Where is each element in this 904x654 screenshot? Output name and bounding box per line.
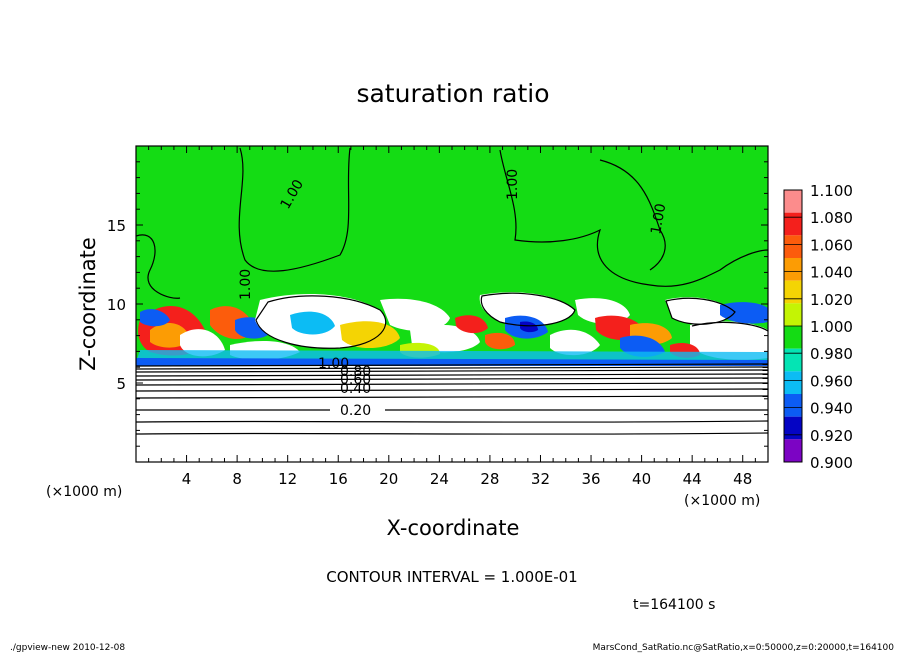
plot-area: 1.00 1.00 1.00 1.00 1.00 0.80 0.60 0.40 … <box>136 146 768 462</box>
x-tick-label: 40 <box>632 470 651 488</box>
x-tick-label: 20 <box>379 470 398 488</box>
x-tick-label: 24 <box>430 470 449 488</box>
upper-field <box>136 146 768 302</box>
contour-label: 1.00 <box>318 356 349 372</box>
colorbar-label: 1.060 <box>810 236 853 254</box>
contour-lines <box>136 147 768 435</box>
colorbar-swatch <box>784 258 802 281</box>
colorbar-swatch <box>784 280 802 304</box>
contour-label: 1.00 <box>505 169 521 200</box>
colorbar-swatch <box>784 212 802 236</box>
contour-label: 1.00 <box>238 269 254 300</box>
y-tick-label: 15 <box>107 217 126 235</box>
time-text: t=164100 s <box>633 597 715 613</box>
colorbar-swatch <box>784 348 802 372</box>
contour-label: 0.80 <box>340 364 371 380</box>
colorbar-label: 1.040 <box>810 264 853 282</box>
colorbar-label: 0.920 <box>810 427 853 445</box>
x-unit-label: (×1000 m) <box>684 493 760 509</box>
contour-interval-text: CONTOUR INTERVAL = 1.000E-01 <box>326 568 577 586</box>
colorbar-swatch <box>784 235 802 258</box>
y-unit-label: (×1000 m) <box>46 484 122 500</box>
footer-right: MarsCond_SatRatio.nc@SatRatio,x=0:50000,… <box>593 643 895 653</box>
colorbar: 1.100 1.080 1.060 1.040 1.020 1.000 0.980 0.960… <box>783 182 853 472</box>
colorbar-label: 0.940 <box>810 400 853 418</box>
footer-left: ./gpview-new 2010-12-08 <box>10 643 125 653</box>
colorbar-swatch <box>784 439 802 462</box>
x-tick-label: 16 <box>329 470 348 488</box>
contour-label: 0.40 <box>340 381 371 397</box>
colorbar-label: 1.000 <box>810 318 853 336</box>
y-axis: 5 10 15 <box>107 161 768 447</box>
x-tick-label: 12 <box>278 470 297 488</box>
colorbar-swatch <box>784 326 802 349</box>
dry-lower-layer <box>136 362 768 462</box>
x-tick-label: 48 <box>733 470 752 488</box>
contour-label-group: 1.00 1.00 1.00 1.00 1.00 0.80 0.60 0.40 … <box>238 169 669 419</box>
colorbar-label: 1.100 <box>810 182 853 200</box>
x-axis-label: X-coordinate <box>387 516 520 540</box>
chart-title: saturation ratio <box>356 79 549 108</box>
contour-label: 1.00 <box>648 202 669 235</box>
x-tick-label: 8 <box>232 470 242 488</box>
y-tick-label: 5 <box>116 375 126 393</box>
x-tick-label: 4 <box>182 470 192 488</box>
turbulent-blobs <box>136 292 768 366</box>
contour-label: 0.20 <box>340 403 371 419</box>
y-axis-label: Z-coordinate <box>76 237 100 371</box>
colorbar-swatch <box>784 190 802 213</box>
colorbar-label: 0.960 <box>810 372 853 390</box>
colorbar-label: 0.980 <box>810 345 853 363</box>
colorbar-label: 0.900 <box>810 454 853 472</box>
x-tick-label: 36 <box>581 470 600 488</box>
x-tick-label: 28 <box>480 470 499 488</box>
x-axis: 4 8 12 16 20 24 28 32 36 40 44 48 <box>148 146 756 488</box>
colorbar-label: 1.080 <box>810 209 853 227</box>
colorbar-swatch <box>784 303 802 326</box>
contour-label: 0.60 <box>340 372 371 388</box>
colorbar-swatch <box>784 371 802 394</box>
x-tick-label: 44 <box>683 470 702 488</box>
colorbar-label: 1.020 <box>810 291 853 309</box>
colorbar-swatch <box>784 416 802 440</box>
x-tick-label: 32 <box>531 470 550 488</box>
colorbar-swatch <box>784 394 802 417</box>
y-tick-label: 10 <box>107 296 126 314</box>
